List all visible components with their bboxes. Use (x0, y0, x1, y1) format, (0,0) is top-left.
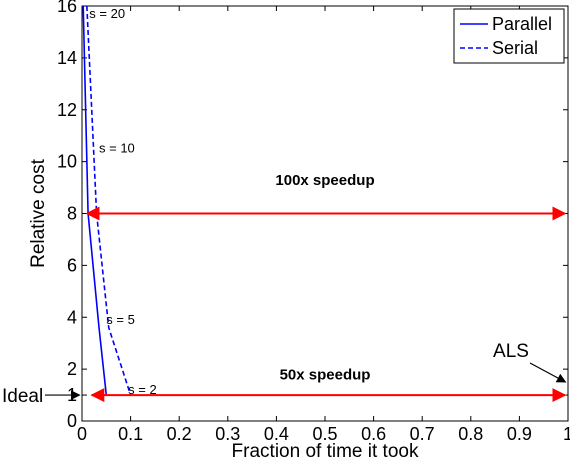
legend-entry-serial: Serial (492, 38, 538, 58)
ideal-label: Ideal (2, 386, 43, 407)
y-tick-label: 16 (57, 0, 77, 16)
x-axis: 0 0.1 0.2 0.3 0.4 0.5 0.6 0.7 0.8 0.9 1 (77, 6, 570, 444)
x-tick-label: 0.6 (361, 424, 386, 444)
x-tick-label: 0.7 (410, 424, 435, 444)
x-axis-title: Fraction of time it took (232, 441, 419, 462)
point-label: s = 10 (99, 141, 135, 156)
x-tick-label: 1 (563, 424, 570, 444)
y-tick-label: 4 (67, 307, 77, 327)
x-tick-label: 0.4 (264, 424, 289, 444)
y-tick-label: 8 (67, 204, 77, 224)
als-label: ALS (493, 341, 529, 362)
x-tick-label: 0.3 (215, 424, 240, 444)
y-tick-label: 12 (57, 100, 77, 120)
x-tick-label: 0.1 (118, 424, 143, 444)
x-tick-label: 0.8 (458, 424, 483, 444)
x-tick-label: 0.2 (167, 424, 192, 444)
point-label: s = 2 (128, 382, 157, 397)
series-line-parallel (82, 5, 108, 396)
y-axis-title: Relative cost (28, 158, 49, 267)
y-tick-label: 10 (57, 152, 77, 172)
x-tick-label: 0 (77, 424, 87, 444)
x-tick-label: 0.5 (312, 424, 337, 444)
series-layer (82, 5, 132, 396)
y-tick-label: 14 (57, 48, 77, 68)
series-line-serial (86, 5, 132, 396)
legend: Parallel Serial (453, 8, 565, 64)
als-arrow (529, 362, 567, 383)
x-tick-label: 0.9 (507, 424, 532, 444)
annotation-layer: 100x speedup 50x speedup Ideal ALS (2, 172, 567, 407)
y-tick-label: 0 (67, 411, 77, 431)
point-label-layer: s = 20 s = 10 s = 5 s = 2 (89, 6, 156, 397)
y-tick-label: 2 (67, 359, 77, 379)
point-label: s = 20 (89, 6, 125, 21)
speedup-label: 100x speedup (275, 172, 374, 189)
legend-entry-parallel: Parallel (492, 14, 552, 34)
y-tick-label: 6 (67, 255, 77, 275)
speedup-label: 50x speedup (280, 367, 371, 384)
point-label: s = 5 (106, 312, 135, 327)
legend-box (453, 8, 565, 64)
